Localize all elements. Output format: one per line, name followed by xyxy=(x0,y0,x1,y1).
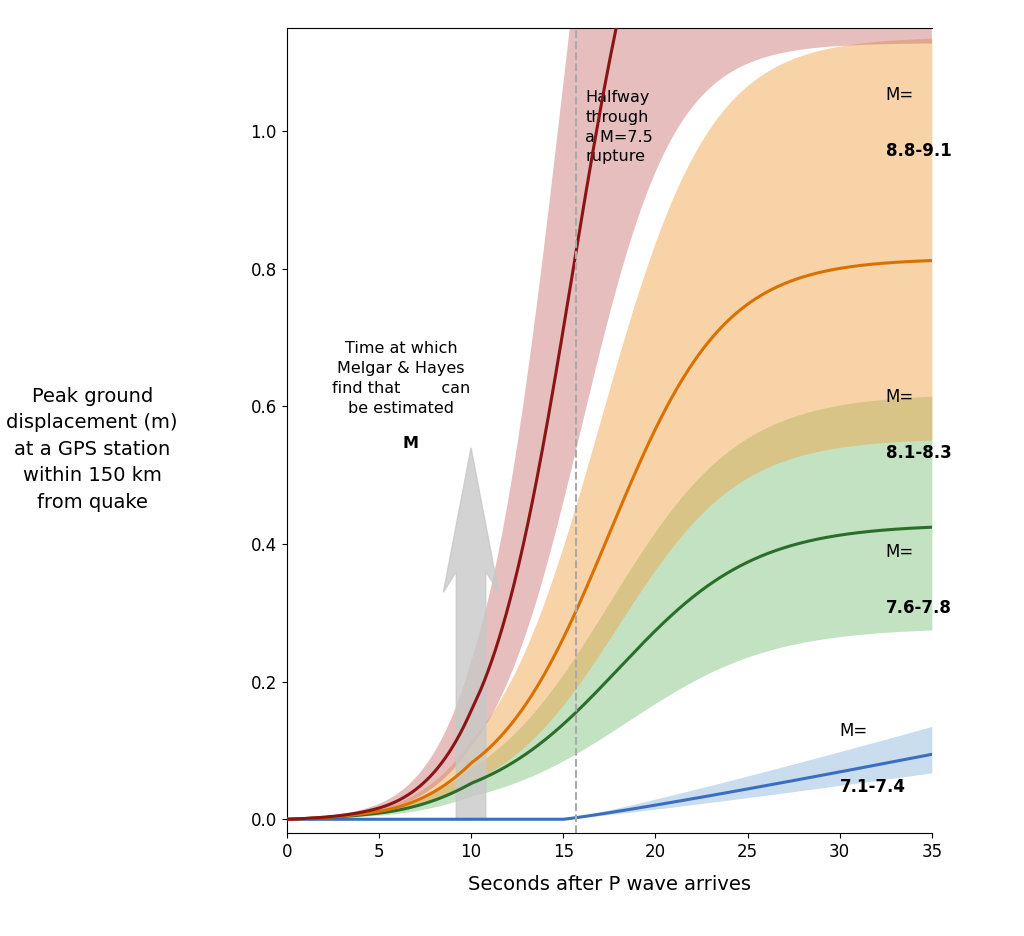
Text: 7.6-7.8: 7.6-7.8 xyxy=(886,599,951,617)
Text: M=: M= xyxy=(840,723,868,740)
Text: 7.1-7.4: 7.1-7.4 xyxy=(840,778,905,796)
Text: 8.8-9.1: 8.8-9.1 xyxy=(886,141,951,160)
Text: 8.1-8.3: 8.1-8.3 xyxy=(886,445,951,462)
Text: M=: M= xyxy=(886,388,914,406)
Text: M=: M= xyxy=(886,86,914,104)
Text: Time at which
Melgar & Hayes
find that        can
be estimated: Time at which Melgar & Hayes find that c… xyxy=(332,341,470,416)
X-axis label: Seconds after P wave arrives: Seconds after P wave arrives xyxy=(468,874,751,894)
Polygon shape xyxy=(443,447,499,819)
Text: Peak ground
displacement (m)
at a GPS station
within 150 km
from quake: Peak ground displacement (m) at a GPS st… xyxy=(6,387,178,512)
Text: M=: M= xyxy=(886,543,914,562)
Text: M: M xyxy=(402,436,419,451)
Text: Halfway
through
a M=7.5
rupture: Halfway through a M=7.5 rupture xyxy=(586,90,653,165)
